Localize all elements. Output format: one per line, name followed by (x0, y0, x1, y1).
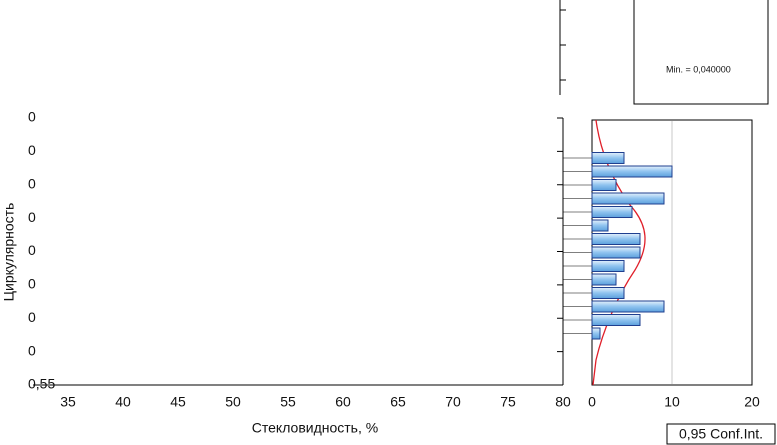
legend-box (633, 0, 769, 105)
bar (591, 233, 641, 245)
x-tick-label: 10 (664, 394, 680, 410)
x-tick-label: 60 (335, 394, 351, 410)
x-tick-label: 70 (445, 394, 461, 410)
x-tick-label: 75 (500, 394, 516, 410)
x-axis-label: Стекловидность, % (252, 420, 378, 436)
bar (591, 165, 673, 178)
bar (591, 219, 609, 232)
bar (591, 152, 625, 164)
footer-box (666, 423, 776, 445)
bar (591, 260, 625, 272)
bar (591, 327, 601, 340)
bar (591, 246, 641, 259)
bar (591, 192, 665, 205)
y-tick-label: 0 (28, 175, 36, 191)
y-tick-label: 0 (28, 309, 36, 325)
x-tick-label: 0 (588, 394, 596, 410)
x-tick-label: 40 (115, 394, 131, 410)
y-tick-label: 0,55 (28, 376, 55, 392)
footer-text: 0,95 Conf.Int. (679, 426, 763, 442)
y-tick-label: 0 (28, 209, 36, 225)
y-tick-label: 0 (28, 342, 36, 358)
bar (591, 179, 617, 191)
bar (591, 314, 641, 326)
x-tick-label: 45 (170, 394, 186, 410)
x-tick-label: 55 (280, 394, 296, 410)
x-tick-label: 35 (60, 394, 76, 410)
y-tick-label: 0 (28, 276, 36, 292)
x-tick-label: 65 (390, 394, 406, 410)
bar (591, 300, 665, 313)
y-tick-label: 0 (28, 142, 36, 158)
bar (591, 206, 633, 218)
y-axis-label: Циркулярность (1, 203, 17, 302)
x-tick-label: 80 (555, 394, 571, 410)
bar (591, 287, 625, 299)
bar (591, 273, 617, 286)
legend-text: Min. = 0,040000 (666, 64, 731, 74)
y-tick-label: 0 (28, 242, 36, 258)
y-tick-label: 0 (28, 109, 36, 125)
x-tick-label: 50 (225, 394, 241, 410)
x-tick-label: 20 (744, 394, 760, 410)
